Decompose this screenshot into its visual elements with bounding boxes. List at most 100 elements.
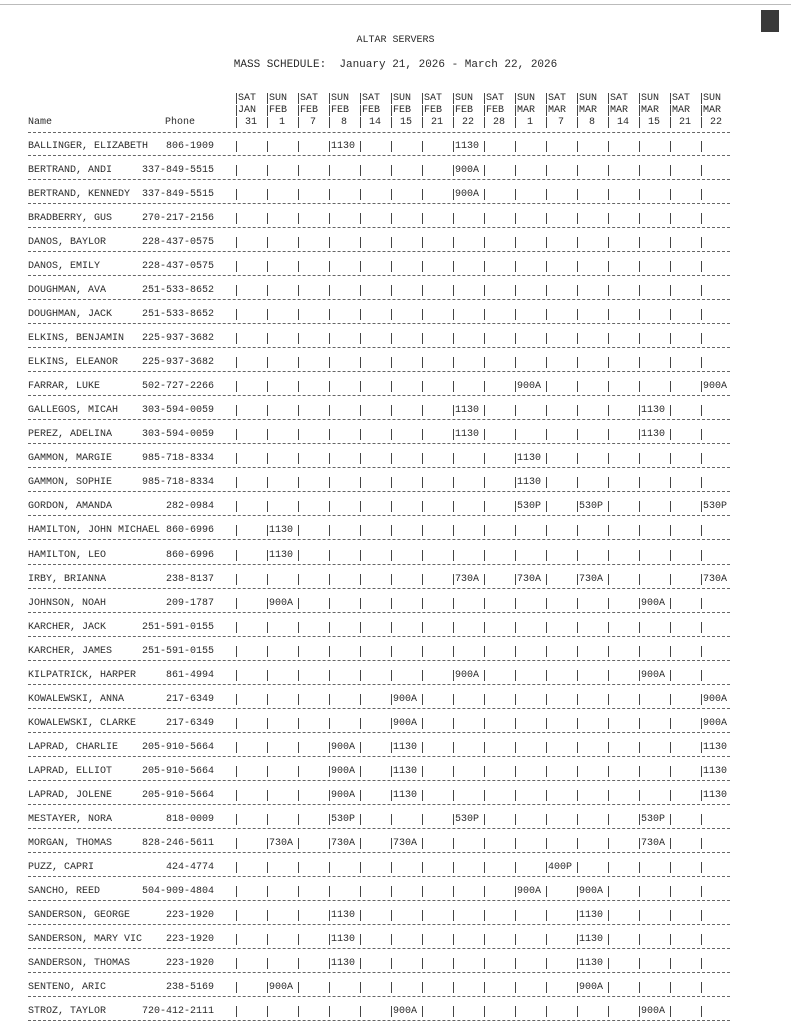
cell-separator xyxy=(391,525,392,537)
column-header-month: MAR xyxy=(703,105,722,116)
cell-separator xyxy=(453,573,454,585)
cell-separator xyxy=(484,861,485,873)
cell-separator xyxy=(391,621,392,633)
cell-separator xyxy=(670,741,671,753)
column-separator xyxy=(546,117,547,128)
cell-separator xyxy=(608,213,609,225)
cell-separator xyxy=(329,429,330,441)
cell-separator xyxy=(608,261,609,273)
assignment-time: 1130 xyxy=(331,909,356,921)
cell-separator xyxy=(670,861,671,873)
cell-separator xyxy=(453,261,454,273)
cell-separator xyxy=(546,909,547,921)
cell-separator xyxy=(422,165,423,177)
cell-separator xyxy=(515,693,516,705)
assignment-time: 1130 xyxy=(703,765,728,777)
column-separator xyxy=(546,105,547,116)
column-separator xyxy=(236,117,237,128)
column-header-day: SAT xyxy=(300,93,319,104)
column-header-month: FEB xyxy=(486,105,505,116)
row-divider xyxy=(28,155,730,156)
row-phone: 303-594-0059 xyxy=(141,429,214,441)
row-phone: 251-591-0155 xyxy=(141,621,214,633)
cell-separator xyxy=(391,405,392,417)
row-name: SANDERSON, GEORGE xyxy=(28,909,131,921)
column-separator xyxy=(422,117,423,128)
cell-separator xyxy=(391,309,392,321)
row-name: GORDON, AMANDA xyxy=(28,501,113,513)
row-divider xyxy=(28,923,730,925)
cell-separator xyxy=(577,982,578,994)
cell-separator xyxy=(608,958,609,970)
cell-separator xyxy=(701,405,702,417)
cell-separator xyxy=(608,669,609,681)
row-phone: 223-1920 xyxy=(165,933,214,945)
cell-separator xyxy=(298,429,299,441)
row-divider xyxy=(28,731,730,733)
cell-separator xyxy=(639,909,640,921)
cell-separator xyxy=(298,597,299,609)
column-separator xyxy=(298,117,299,128)
row-divider xyxy=(28,683,730,685)
column-header-day: SUN xyxy=(455,93,474,104)
cell-separator xyxy=(577,885,578,897)
column-header-month: JAN xyxy=(238,105,257,116)
assignment-time: 1130 xyxy=(455,429,480,441)
row-name: STROZ, TAYLOR xyxy=(28,1006,107,1018)
row-phone: 861-4994 xyxy=(165,669,214,681)
cell-separator xyxy=(670,789,671,801)
cell-separator xyxy=(577,573,578,585)
cell-separator xyxy=(360,573,361,585)
cell-separator xyxy=(546,453,547,465)
row-name: DANOS, EMILY xyxy=(28,261,101,273)
cell-separator xyxy=(670,285,671,297)
cell-separator xyxy=(360,717,361,729)
row-divider xyxy=(28,851,730,853)
cell-separator xyxy=(639,645,640,657)
row-divider xyxy=(28,395,730,397)
assignment-time: 730A xyxy=(331,837,356,849)
column-header-date: 8 xyxy=(588,117,595,128)
row-divider xyxy=(28,899,730,901)
row-phone: 282-0984 xyxy=(165,501,214,513)
assignment-time: 400P xyxy=(548,861,573,873)
column-separator xyxy=(608,105,609,116)
cell-separator xyxy=(670,765,671,777)
cell-separator xyxy=(639,453,640,465)
cell-separator xyxy=(422,1006,423,1018)
cell-separator xyxy=(546,165,547,177)
column-separator xyxy=(267,117,268,128)
cell-separator xyxy=(391,765,392,777)
cell-separator xyxy=(608,1006,609,1018)
cell-separator xyxy=(670,693,671,705)
assignment-time: 900A xyxy=(517,381,542,393)
cell-separator xyxy=(422,933,423,945)
cell-separator xyxy=(608,141,609,152)
row-divider xyxy=(28,587,730,589)
cell-separator xyxy=(577,861,578,873)
cell-separator xyxy=(298,333,299,345)
cell-separator xyxy=(546,982,547,994)
cell-separator xyxy=(267,453,268,465)
column-separator xyxy=(546,93,547,104)
document-title: ALTAR SERVERS xyxy=(356,35,435,46)
cell-separator xyxy=(515,982,516,994)
cell-separator xyxy=(608,933,609,945)
cell-separator xyxy=(577,837,578,849)
cell-separator xyxy=(639,958,640,970)
cell-separator xyxy=(608,645,609,657)
cell-separator xyxy=(670,813,671,825)
cell-separator xyxy=(453,405,454,417)
cell-separator xyxy=(546,717,547,729)
cell-separator xyxy=(701,693,702,705)
cell-separator xyxy=(701,477,702,489)
column-separator xyxy=(329,105,330,116)
row-phone: 228-437-0575 xyxy=(141,237,214,249)
cell-separator xyxy=(391,933,392,945)
cell-separator xyxy=(391,549,392,561)
cell-separator xyxy=(577,141,578,152)
cell-separator xyxy=(515,861,516,873)
column-header-day: SUN xyxy=(703,93,722,104)
assignment-time: 530P xyxy=(455,813,480,825)
cell-separator xyxy=(422,621,423,633)
